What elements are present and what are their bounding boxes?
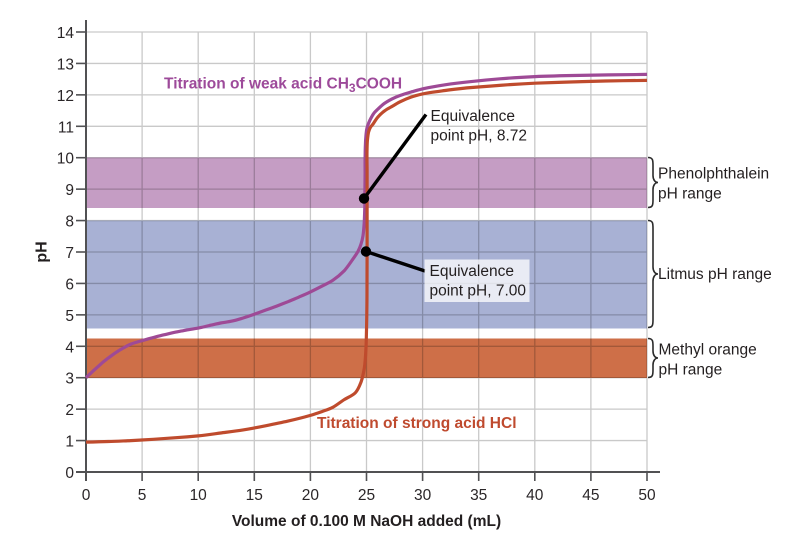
svg-text:Methyl orange: Methyl orange [659, 342, 757, 359]
svg-text:4: 4 [65, 339, 74, 356]
svg-text:Litmus pH range: Litmus pH range [658, 266, 772, 283]
svg-text:13: 13 [57, 56, 74, 73]
svg-text:point pH, 7.00: point pH, 7.00 [430, 282, 527, 299]
svg-text:10: 10 [190, 487, 208, 504]
svg-text:Titration of strong acid HCl: Titration of strong acid HCl [317, 415, 517, 432]
svg-text:Phenolphthalein: Phenolphthalein [658, 165, 769, 182]
svg-text:point pH, 8.72: point pH, 8.72 [431, 127, 528, 144]
svg-text:9: 9 [65, 182, 74, 199]
svg-text:14: 14 [57, 25, 75, 42]
svg-text:1: 1 [65, 434, 74, 451]
svg-text:pH range: pH range [659, 362, 723, 379]
svg-text:11: 11 [58, 119, 74, 136]
svg-text:Volume of 0.100 M NaOH added (: Volume of 0.100 M NaOH added (mL) [232, 513, 501, 530]
svg-text:Equivalence: Equivalence [430, 263, 514, 280]
svg-text:2: 2 [65, 402, 74, 419]
svg-text:Equivalence: Equivalence [431, 108, 515, 125]
svg-text:5: 5 [65, 308, 74, 325]
svg-text:5: 5 [138, 487, 147, 504]
svg-text:40: 40 [526, 487, 544, 504]
svg-text:0: 0 [65, 465, 74, 482]
svg-text:6: 6 [65, 276, 74, 293]
svg-text:0: 0 [82, 487, 91, 504]
svg-text:7: 7 [65, 245, 74, 262]
svg-text:20: 20 [302, 487, 320, 504]
svg-text:10: 10 [57, 151, 75, 168]
svg-text:50: 50 [638, 487, 656, 504]
svg-text:pH: pH [34, 241, 51, 262]
svg-text:pH range: pH range [658, 186, 722, 203]
svg-text:15: 15 [246, 487, 263, 504]
svg-text:45: 45 [582, 487, 599, 504]
svg-text:30: 30 [414, 487, 432, 504]
svg-text:35: 35 [470, 487, 487, 504]
svg-text:Titration of weak acid CH3COOH: Titration of weak acid CH3COOH [164, 76, 402, 96]
svg-text:12: 12 [57, 88, 74, 105]
svg-text:3: 3 [65, 371, 74, 388]
svg-text:8: 8 [65, 214, 74, 231]
svg-text:25: 25 [358, 487, 375, 504]
